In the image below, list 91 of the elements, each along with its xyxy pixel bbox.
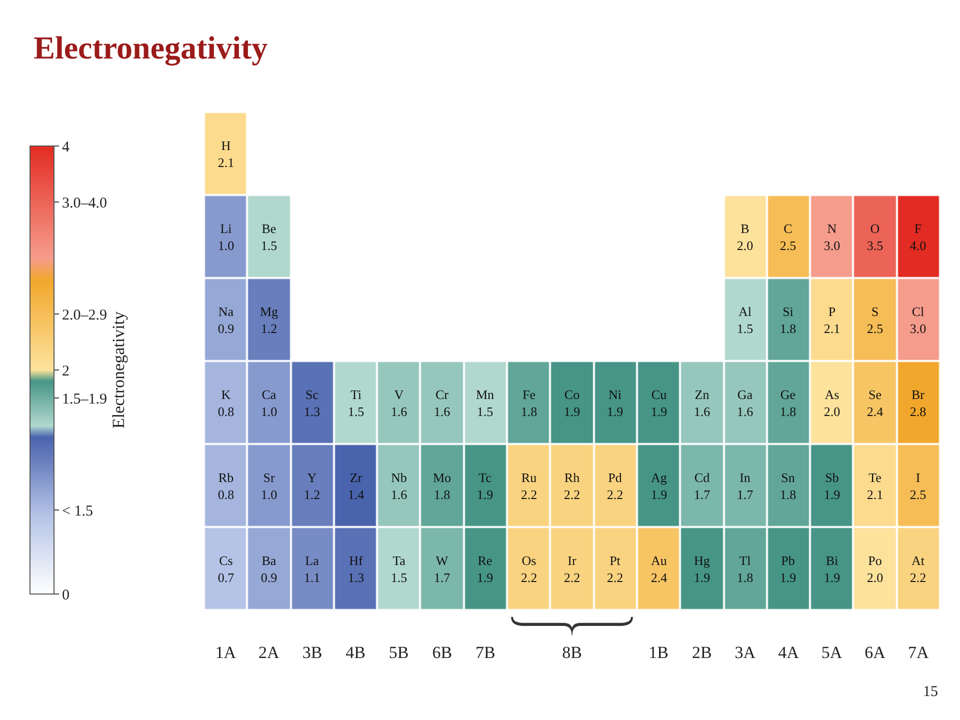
data-label: Ta 1.5: [390, 553, 408, 585]
data-label: In 1.7: [736, 470, 754, 502]
data-label: Nb 1.6: [390, 470, 408, 502]
data-label: Si 1.8: [780, 304, 796, 336]
x-tick-label: 7B: [475, 643, 496, 662]
x-tick-label: 7A: [908, 643, 930, 662]
data-label: Rh 2.2: [564, 470, 580, 502]
data-label: F 4.0: [910, 221, 926, 253]
x-tick-label: 2A: [258, 643, 280, 662]
data-label: Po 2.0: [866, 553, 884, 585]
data-label: Mo 1.8: [432, 470, 452, 502]
data-label: At 2.2: [910, 553, 926, 585]
data-label: C 2.5: [780, 221, 796, 253]
color-bar-title: Electronegativity: [109, 310, 128, 429]
data-label: La 1.1: [304, 553, 320, 585]
data-label: Ga 1.6: [736, 387, 754, 419]
data-label: Ru 2.2: [520, 470, 538, 502]
chart-title: Electronegativity: [34, 29, 268, 66]
data-label: Tc 1.9: [476, 470, 494, 502]
data-label: Ti 1.5: [348, 387, 364, 419]
data-label: Li 1.0: [218, 221, 234, 253]
data-label: Cr 1.6: [434, 387, 451, 419]
data-label: Al 1.5: [736, 304, 754, 336]
data-label: B 2.0: [736, 221, 754, 253]
data-label: O 3.5: [866, 221, 884, 253]
data-label: Au 2.4: [650, 553, 668, 585]
color-bar-label: 3.0–4.0: [62, 195, 107, 212]
data-label: N 3.0: [824, 221, 840, 253]
data-label: Zr 1.4: [348, 470, 365, 502]
color-bar-label: 0: [62, 587, 70, 604]
x-tick-label: 3B: [302, 643, 322, 662]
data-label: As 2.0: [824, 387, 840, 419]
x-tick-label: 5B: [388, 643, 409, 662]
data-label: Hg 1.9: [694, 553, 710, 585]
color-bar-label: 4: [62, 139, 70, 156]
data-label: H 2.1: [218, 138, 234, 170]
data-label: P 2.1: [824, 304, 840, 336]
data-label: Mg 1.2: [260, 304, 279, 336]
data-label: Br 2.8: [910, 387, 926, 419]
data-label: Tl 1.8: [736, 553, 754, 585]
data-label: Zn 1.6: [694, 387, 711, 419]
data-label: V 1.6: [390, 387, 408, 419]
x-tick-label: 3A: [734, 643, 756, 662]
data-label: Cs 0.7: [218, 553, 235, 585]
data-label: Sc 1.3: [304, 387, 320, 419]
data-label: Sb 1.9: [824, 470, 840, 502]
data-label: Sr 1.0: [260, 470, 278, 502]
x-tick-label: 8B: [562, 643, 582, 662]
data-label: Co 1.9: [564, 387, 580, 419]
data-label: Ge 1.8: [780, 387, 796, 419]
data-label: Ni 1.9: [606, 387, 624, 419]
data-label: Cu 1.9: [650, 387, 668, 419]
color-bar-label: < 1.5: [62, 503, 93, 520]
data-label: Hf 1.3: [348, 553, 364, 585]
data-label: Te 2.1: [866, 470, 884, 502]
color-bar-label: 2: [62, 363, 70, 380]
data-label: Be 1.5: [260, 221, 278, 253]
x-tick-label: 5A: [821, 643, 843, 662]
x-tick-label: 4B: [346, 643, 366, 662]
data-label: S 2.5: [866, 304, 884, 336]
x-tick-label: 6B: [432, 643, 452, 662]
data-label: Ca 1.0: [260, 387, 278, 419]
data-label: Ir 2.2: [564, 553, 580, 585]
data-label: I 2.5: [910, 470, 926, 502]
color-bar-label: 2.0–2.9: [62, 307, 107, 324]
data-label: Se 2.4: [866, 387, 884, 419]
data-label: Pt 2.2: [606, 553, 624, 585]
data-label: Cl 3.0: [910, 304, 926, 336]
data-label: Cd 1.7: [694, 470, 711, 502]
data-label: Ba 0.9: [260, 553, 278, 585]
x-tick-label: 1B: [648, 643, 669, 662]
data-label: Na 0.9: [218, 304, 234, 336]
data-label: Y 1.2: [304, 470, 320, 502]
data-label: Mn 1.5: [476, 387, 495, 419]
data-label: W 1.7: [434, 553, 451, 585]
data-label: Sn 1.8: [780, 470, 796, 502]
data-label: Pb 1.9: [780, 553, 796, 585]
data-label: Rb 0.8: [218, 470, 234, 502]
x-tick-label: 6A: [864, 643, 886, 662]
text: 15: [923, 684, 938, 700]
data-label: Ag 1.9: [650, 470, 668, 502]
data-label: Pd 2.2: [606, 470, 624, 502]
data-label: Bi 1.9: [824, 553, 840, 585]
data-label: Re 1.9: [476, 553, 494, 585]
data-label: Fe 1.8: [520, 387, 538, 419]
x-tick-label: 2B: [692, 643, 712, 662]
x-tick-label: 4A: [778, 643, 800, 662]
x-tick-label: 1A: [215, 643, 237, 662]
data-label: K 0.8: [218, 387, 234, 419]
color-bar-label: 1.5–1.9: [62, 391, 107, 408]
data-label: Os 2.2: [520, 553, 538, 585]
